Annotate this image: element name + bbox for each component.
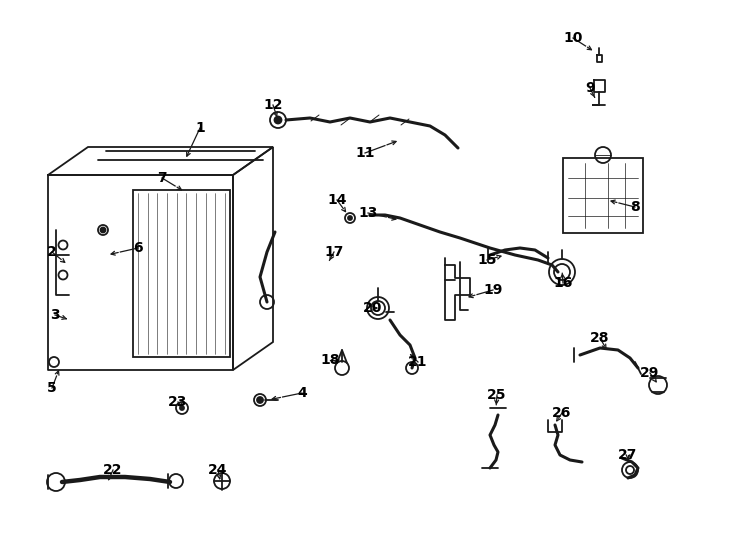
Text: 29: 29 [640, 366, 660, 380]
Bar [133, 190, 230, 357]
Text: 7: 7 [157, 171, 167, 185]
Text: 27: 27 [618, 448, 638, 462]
Text: 4: 4 [297, 386, 307, 400]
Text: 9: 9 [585, 81, 595, 95]
Circle shape [275, 117, 282, 124]
Circle shape [348, 216, 352, 220]
Text: 1: 1 [195, 121, 205, 135]
Text: 8: 8 [630, 200, 640, 214]
Text: 11: 11 [355, 146, 375, 160]
Text: 13: 13 [358, 206, 378, 220]
Text: 17: 17 [324, 245, 344, 259]
Text: 3: 3 [50, 308, 59, 322]
Text: 24: 24 [208, 463, 228, 477]
Text: 23: 23 [168, 395, 188, 409]
Text: 15: 15 [477, 253, 497, 267]
Text: 2: 2 [47, 245, 57, 259]
Text: 14: 14 [327, 193, 346, 207]
Text: 25: 25 [487, 388, 506, 402]
Circle shape [101, 227, 106, 233]
Text: 20: 20 [363, 301, 382, 315]
Text: 16: 16 [553, 276, 573, 290]
Text: 5: 5 [47, 381, 57, 395]
Text: 26: 26 [552, 406, 572, 420]
Circle shape [180, 406, 184, 410]
Text: 28: 28 [590, 331, 610, 345]
Text: 22: 22 [103, 463, 123, 477]
Circle shape [257, 397, 263, 403]
Text: 18: 18 [320, 353, 340, 367]
Text: 10: 10 [563, 31, 583, 45]
Text: 12: 12 [264, 98, 283, 112]
Text: 6: 6 [133, 241, 143, 255]
Bar [563, 158, 643, 233]
Text: 21: 21 [408, 355, 428, 369]
Text: 19: 19 [483, 283, 503, 297]
